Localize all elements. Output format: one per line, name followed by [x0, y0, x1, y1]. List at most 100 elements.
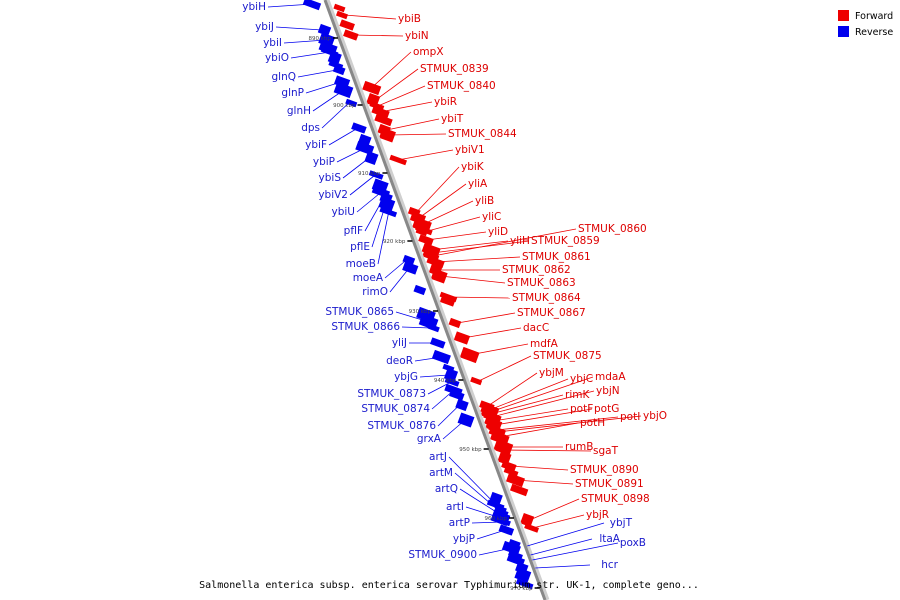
leader-line — [356, 191, 382, 213]
feature-dacc — [453, 331, 471, 345]
leader-line — [462, 327, 522, 339]
map-caption: Salmonella enterica subsp. enterica sero… — [199, 580, 699, 591]
gene-label-ybjr: ybjR — [586, 509, 609, 521]
feature-grxa — [457, 412, 475, 428]
feature-ybif — [351, 122, 367, 134]
leader-line — [388, 133, 447, 136]
leader-line — [530, 538, 593, 556]
leader-line — [351, 34, 404, 37]
gene-label-ybih: ybiH — [242, 1, 266, 13]
feature-minor-17 — [509, 483, 529, 497]
tick-label: 960 kbp — [485, 516, 508, 522]
gene-label-sgat: sgaT — [593, 445, 619, 457]
leader-line — [349, 174, 376, 196]
gene-label-stmuk-0864: STMUK_0864 — [512, 292, 581, 304]
gene-label-stmuk-0876: STMUK_0876 — [367, 420, 436, 432]
feature-dps — [345, 98, 358, 108]
leader-line — [414, 356, 442, 362]
gene-labels: ybiB ybiN ompX STMUK_0839 STMUK_0840 ybiR ybiT… — [242, 1, 667, 571]
feature-ybjt — [506, 538, 521, 554]
gene-label-dacc: dacC — [523, 322, 549, 334]
feature-minor-6 — [358, 133, 372, 147]
feature-stmuk-0863 — [430, 268, 448, 284]
feature-minor-20 — [515, 578, 534, 590]
leader-line — [418, 183, 467, 219]
gene-label-glnh: glnH — [287, 105, 311, 117]
gene-label-poth: potH — [580, 417, 605, 429]
gene-label-ybik: ybiK — [461, 161, 485, 173]
leader-line — [395, 311, 430, 323]
gene-label-stmuk-0840: STMUK_0840 — [427, 80, 496, 92]
gene-label-artp: artP — [449, 517, 470, 529]
leader-line — [490, 394, 564, 415]
gene-label-moea: moeA — [353, 272, 384, 284]
gene-label-stmuk-0867: STMUK_0867 — [517, 307, 586, 319]
legend-reverse-swatch — [838, 26, 849, 37]
leader-line — [377, 85, 426, 107]
feature-minor-7 — [371, 178, 389, 194]
leader-line — [469, 343, 529, 356]
feature-minor-19 — [514, 567, 532, 583]
gene-label-ybis: ybiS — [319, 172, 342, 184]
leader-line — [421, 200, 474, 226]
feature-minor-4 — [328, 60, 344, 70]
leader-line — [509, 465, 569, 471]
leader-line — [297, 69, 337, 78]
leader-line — [454, 472, 499, 511]
leader-line — [397, 149, 454, 161]
gene-label-potf: potF — [570, 403, 593, 415]
gene-label-ybii: ybiI — [263, 37, 282, 49]
gene-label-stmuk-0859: STMUK_0859 — [531, 235, 600, 247]
legend-reverse-label: Reverse — [855, 27, 893, 38]
genome-backbone — [323, 0, 547, 600]
leader-line — [379, 101, 433, 113]
gene-label-potg: potG — [594, 403, 619, 415]
gene-label-ybjo: ybjO — [643, 410, 667, 422]
feature-ybjr — [524, 523, 540, 533]
gene-label-mdfa: mdfA — [530, 338, 559, 350]
leader-line — [401, 326, 432, 329]
feature-stmuk-0876 — [455, 398, 469, 412]
gene-label-ylih: yliH — [510, 235, 530, 247]
gene-label-ybjg: ybjG — [394, 371, 418, 383]
leader-line — [491, 390, 595, 418]
leader-line — [532, 514, 585, 529]
leader-line — [423, 216, 481, 233]
leader-line — [437, 404, 460, 427]
feature-ylij — [429, 337, 446, 349]
tick-label: 890 kbp — [309, 36, 332, 42]
gene-label-stmuk-0839: STMUK_0839 — [420, 63, 489, 75]
leader-line — [489, 376, 594, 413]
gene-label-ybiv1: ybiV1 — [455, 144, 485, 156]
leader-line — [342, 157, 370, 179]
tick-label: 940 kbp — [434, 378, 457, 384]
gene-label-ybip: ybiP — [313, 156, 335, 168]
leader-line — [476, 529, 506, 540]
backbone-shadow — [324, 0, 550, 600]
leader-line — [442, 419, 466, 440]
feature-minor-14 — [490, 430, 510, 446]
feature-minor-16 — [503, 467, 519, 477]
tick-label: 910 kbp — [358, 171, 381, 177]
gene-label-mdaa: mdaA — [595, 371, 626, 383]
gene-label-stmuk-0875: STMUK_0875 — [533, 350, 602, 362]
gene-label-arti: artI — [446, 501, 464, 513]
feature-minor-1 — [339, 19, 355, 31]
leader-line — [459, 488, 500, 515]
leader-line — [487, 372, 538, 407]
leader-line — [496, 416, 619, 431]
feature-minor-12 — [442, 363, 455, 373]
gene-label-stmuk-0866: STMUK_0866 — [331, 321, 400, 333]
leader-line — [370, 51, 412, 89]
feature-ybih — [302, 0, 322, 11]
legend: Forward Reverse — [838, 10, 893, 38]
tick-label: 900 kbp — [333, 103, 356, 109]
gene-label-ybiu: ybiU — [332, 206, 355, 218]
leader-line — [283, 39, 326, 44]
leader-line — [267, 3, 313, 8]
leader-line — [344, 14, 397, 20]
tick-label: 970 kbp — [510, 586, 533, 592]
gene-label-stmuk-0873: STMUK_0873 — [357, 388, 426, 400]
gene-label-stmuk-0861: STMUK_0861 — [522, 251, 591, 263]
